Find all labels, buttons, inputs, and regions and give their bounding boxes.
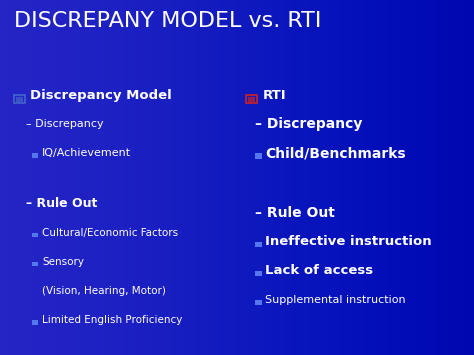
- FancyBboxPatch shape: [16, 97, 23, 102]
- Text: Discrepancy Model: Discrepancy Model: [30, 89, 172, 102]
- Text: RTI: RTI: [263, 89, 286, 102]
- FancyBboxPatch shape: [255, 242, 262, 247]
- Text: IQ/Achievement: IQ/Achievement: [42, 148, 131, 158]
- Text: Cultural/Economic Factors: Cultural/Economic Factors: [42, 228, 178, 238]
- Text: (Vision, Hearing, Motor): (Vision, Hearing, Motor): [42, 286, 166, 296]
- Text: DISCREPANY MODEL vs. RTI: DISCREPANY MODEL vs. RTI: [14, 11, 321, 31]
- Text: Ineffective instruction: Ineffective instruction: [265, 235, 432, 248]
- Text: – Rule Out: – Rule Out: [255, 206, 335, 219]
- FancyBboxPatch shape: [32, 153, 38, 158]
- Text: – Discrepancy: – Discrepancy: [255, 117, 363, 131]
- Text: – Discrepancy: – Discrepancy: [26, 119, 104, 129]
- FancyBboxPatch shape: [255, 153, 262, 159]
- Text: Limited English Proficiency: Limited English Proficiency: [42, 315, 182, 325]
- Text: Child/Benchmarks: Child/Benchmarks: [265, 146, 406, 160]
- Text: Supplemental instruction: Supplemental instruction: [265, 295, 406, 305]
- Text: Lack of access: Lack of access: [265, 264, 373, 277]
- FancyBboxPatch shape: [32, 233, 38, 237]
- FancyBboxPatch shape: [255, 271, 262, 276]
- FancyBboxPatch shape: [255, 300, 262, 305]
- FancyBboxPatch shape: [248, 97, 255, 102]
- Text: – Rule Out: – Rule Out: [26, 197, 98, 210]
- Text: Sensory: Sensory: [42, 257, 84, 267]
- FancyBboxPatch shape: [32, 262, 38, 267]
- FancyBboxPatch shape: [32, 320, 38, 325]
